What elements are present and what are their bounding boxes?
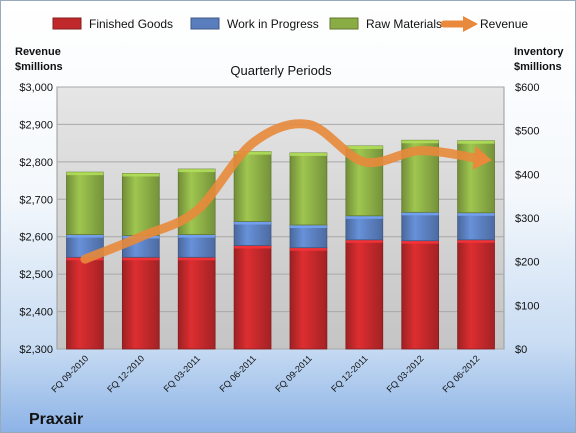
left-tick-label: $2,800 (19, 157, 53, 169)
bar-cap (178, 234, 216, 238)
bar-finished-goods (401, 240, 440, 350)
left-axis-ticks: $2,300 $2,400 $2,500 $2,600 $2,700 $2,800 $2,9… (19, 82, 53, 356)
right-axis-label-line2: $millions (514, 61, 562, 73)
legend-label: Raw Materials (366, 17, 442, 31)
category-label: FQ 06-2012 (440, 353, 481, 394)
bar-cap (66, 172, 104, 176)
bar-cap (289, 224, 327, 228)
bar-cap (122, 257, 160, 261)
bar-cap (345, 215, 383, 219)
right-tick-label: $300 (515, 213, 539, 225)
right-tick-label: $200 (515, 257, 539, 269)
left-axis-label-line1: Revenue (15, 46, 61, 58)
right-tick-label: $0 (515, 344, 527, 356)
left-tick-label: $2,400 (19, 307, 53, 319)
bar-cap (457, 140, 495, 144)
legend-swatch-arrowhead (463, 16, 478, 32)
legend-label: Work in Progress (227, 17, 319, 31)
left-tick-label: $2,500 (19, 269, 53, 281)
bar-cap (234, 151, 272, 155)
legend-label: Finished Goods (89, 17, 173, 31)
bar-cap (178, 257, 216, 261)
bars (66, 139, 495, 350)
bar-finished-goods (177, 256, 216, 350)
right-axis-ticks: $0 $100 $200 $300 $400 $500 $600 (515, 82, 539, 356)
bar-work-in-progress (289, 224, 328, 249)
revenue-arrowhead (472, 145, 492, 170)
left-tick-label: $3,000 (19, 82, 53, 94)
bar-cap (457, 212, 495, 216)
legend: Finished Goods Work in Progress Raw Materi… (52, 16, 528, 32)
revenue-line-group (80, 119, 492, 264)
chart-title: Quarterly Periods (230, 63, 332, 78)
right-tick-label: $400 (515, 169, 539, 181)
bar-raw-materials (233, 151, 272, 222)
bar-cap (345, 145, 383, 149)
bar-finished-goods (457, 239, 495, 350)
right-tick-label: $100 (515, 300, 539, 312)
revenue-line (80, 119, 481, 264)
bar-work-in-progress (457, 212, 495, 241)
bar-cap (345, 239, 383, 243)
bar-cap (289, 247, 327, 251)
bar-work-in-progress (345, 215, 384, 241)
category-label: FQ 09-2010 (49, 353, 90, 394)
category-label: FQ 06-2011 (217, 353, 258, 394)
bar-raw-materials (289, 152, 328, 226)
left-tick-label: $2,300 (19, 344, 53, 356)
bar-finished-goods (233, 245, 272, 350)
bar-cap (401, 240, 439, 244)
bar-finished-goods (289, 247, 328, 350)
right-axis-label-line1: Inventory (514, 46, 564, 58)
bar-cap (401, 212, 439, 216)
bar-cap (178, 169, 216, 173)
category-label: FQ 12-2011 (329, 353, 370, 394)
bar-raw-materials (121, 173, 160, 236)
bar-finished-goods (66, 256, 104, 350)
bar-cap (457, 239, 495, 243)
legend-swatch (52, 17, 82, 30)
bar-cap (401, 140, 439, 144)
left-tick-label: $2,600 (19, 232, 53, 244)
category-label: FQ 03-2012 (385, 353, 426, 394)
bar-cap (122, 173, 160, 177)
bar-cap (234, 221, 272, 225)
category-labels: FQ 09-2010 FQ 12-2010 FQ 03-2011 FQ 06-2011… (49, 353, 481, 394)
legend-label: Revenue (480, 17, 528, 31)
bar-finished-goods (121, 256, 160, 350)
left-tick-label: $2,700 (19, 194, 53, 206)
category-label: FQ 12-2010 (105, 353, 146, 394)
bar-cap (234, 245, 272, 249)
bar-work-in-progress (401, 211, 440, 242)
bar-raw-materials (66, 171, 104, 235)
category-label: FQ 03-2011 (162, 353, 203, 394)
legend-swatch (190, 17, 220, 30)
left-tick-label: $2,900 (19, 119, 53, 131)
left-axis-label-line2: $millions (15, 61, 63, 73)
legend-swatch (329, 17, 359, 30)
bar-cap (66, 234, 104, 238)
right-tick-label: $600 (515, 82, 539, 94)
right-tick-label: $500 (515, 126, 539, 138)
bar-cap (289, 152, 327, 156)
company-name: Praxair (29, 411, 83, 428)
bar-work-in-progress (233, 221, 272, 246)
category-label: FQ 09-2011 (273, 353, 314, 394)
bar-finished-goods (345, 239, 384, 350)
bar-work-in-progress (177, 234, 216, 258)
